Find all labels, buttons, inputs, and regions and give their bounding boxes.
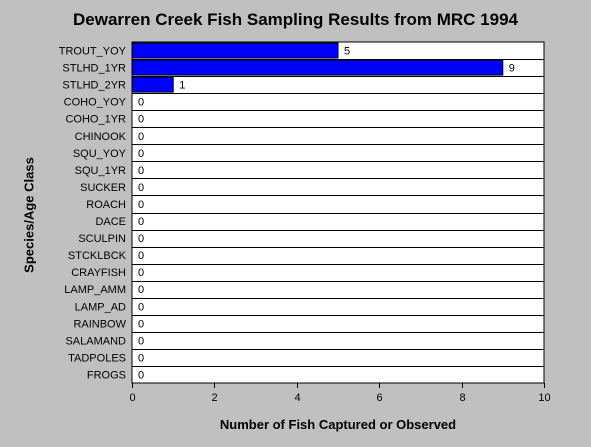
- data-label: 0: [138, 182, 144, 194]
- category-label: RAINBOW: [73, 318, 126, 330]
- data-label: 0: [138, 335, 144, 347]
- x-tick-label: 10: [538, 392, 550, 404]
- category-label: LAMP_AMM: [64, 284, 126, 296]
- category-label: SQU_1YR: [75, 165, 126, 177]
- data-label: 1: [179, 80, 185, 92]
- category-label: LAMP_AD: [75, 301, 126, 313]
- category-label: SUCKER: [80, 182, 126, 194]
- data-label: 0: [138, 250, 144, 262]
- y-axis-label: Species/Age Class: [21, 157, 37, 273]
- category-label: STLHD_2YR: [62, 80, 126, 92]
- category-label: DACE: [95, 216, 126, 228]
- x-tick-label: 8: [459, 392, 465, 404]
- data-label: 0: [138, 131, 144, 143]
- chart-title: Dewarren Creek Fish Sampling Results fro…: [73, 10, 518, 29]
- plot-area: [131, 41, 545, 384]
- data-label: 0: [138, 284, 144, 296]
- data-label: 9: [509, 63, 515, 75]
- category-label: ROACH: [86, 199, 126, 211]
- x-axis-ticks: 0 2 4 6 8 10: [129, 383, 551, 404]
- x-tick-label: 4: [294, 392, 300, 404]
- gridlines: [132, 59, 544, 367]
- data-labels: 5 9 1 0 0 0 0 0 0 0 0 0 0 0 0 0 0 0 0 0: [138, 46, 515, 382]
- data-label: 0: [138, 352, 144, 364]
- data-label: 0: [138, 114, 144, 126]
- category-label: COHO_1YR: [65, 114, 126, 126]
- bar: [131, 76, 174, 93]
- data-label: 0: [138, 199, 144, 211]
- category-label: STCKLBCK: [68, 250, 127, 262]
- category-label: STLHD_1YR: [62, 63, 126, 75]
- data-label: 5: [344, 46, 350, 58]
- data-label: 0: [138, 233, 144, 245]
- data-label: 0: [138, 97, 144, 109]
- data-label: 0: [138, 267, 144, 279]
- category-label: COHO_YOY: [64, 97, 127, 109]
- bar: [131, 59, 504, 76]
- category-label: CHINOOK: [75, 131, 127, 143]
- x-tick-label: 2: [211, 392, 217, 404]
- data-label: 0: [138, 369, 144, 381]
- category-label: SALAMAND: [65, 335, 126, 347]
- x-tick-label: 0: [129, 392, 135, 404]
- category-labels: TROUT_YOY STLHD_1YR STLHD_2YR COHO_YOY COHO_…: [59, 46, 127, 382]
- data-label: 0: [138, 301, 144, 313]
- data-label: 0: [138, 318, 144, 330]
- data-label: 0: [138, 165, 144, 177]
- x-axis-label: Number of Fish Captured or Observed: [219, 417, 457, 432]
- bar: [131, 42, 339, 59]
- category-label: SCULPIN: [78, 233, 126, 245]
- bars: [131, 42, 504, 93]
- category-label: FROGS: [87, 369, 126, 381]
- category-label: SQU_YOY: [73, 148, 127, 160]
- category-label: TADPOLES: [68, 352, 126, 364]
- category-label: CRAYFISH: [71, 267, 126, 279]
- data-label: 0: [138, 216, 144, 228]
- category-label: TROUT_YOY: [59, 46, 127, 58]
- x-tick-label: 6: [376, 392, 382, 404]
- data-label: 0: [138, 148, 144, 160]
